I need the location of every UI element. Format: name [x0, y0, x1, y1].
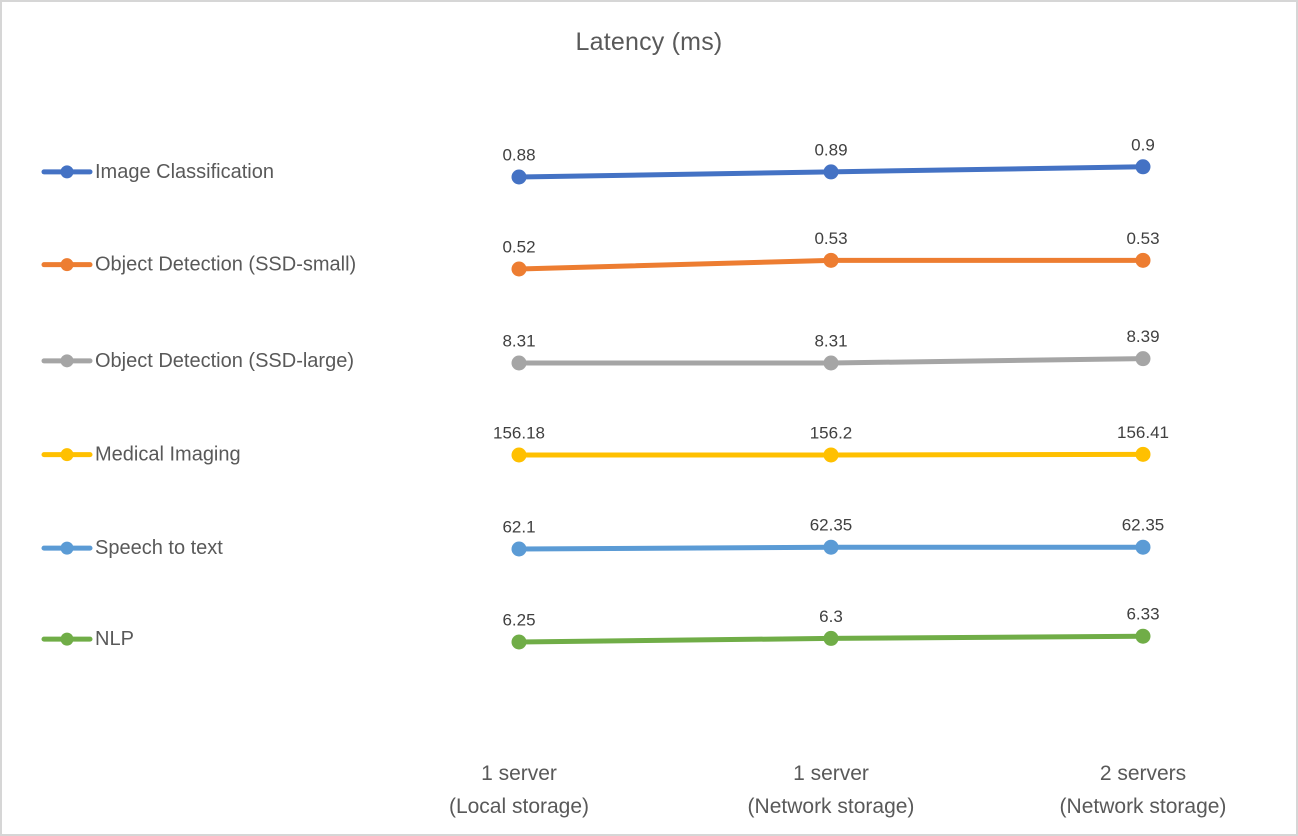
- data-point-marker: [823, 355, 839, 371]
- data-point-marker: [823, 539, 839, 555]
- legend-label: Speech to text: [95, 537, 223, 559]
- data-label: 156.2: [810, 423, 853, 442]
- legend-label: Image Classification: [95, 161, 274, 183]
- data-label: 6.3: [819, 607, 843, 626]
- legend-item-speech-to-text: Speech to text: [41, 537, 223, 559]
- x-axis-label: 1 server (Local storage): [449, 762, 589, 818]
- data-label: 62.1: [502, 518, 535, 537]
- series-object-detection-ssd-large: 8.31 8.31 8.39 Object Detection (SSD-large): [41, 327, 1160, 372]
- legend-marker-icon: [60, 448, 74, 462]
- legend-label: Object Detection (SSD-small): [95, 254, 356, 276]
- legend-label: Medical Imaging: [95, 444, 241, 466]
- series-speech-to-text: 62.1 62.35 62.35 Speech to text: [41, 516, 1165, 559]
- data-label: 0.88: [502, 146, 535, 165]
- data-label: 0.89: [814, 140, 847, 159]
- data-label: 0.53: [1126, 229, 1159, 248]
- data-point-marker: [1135, 159, 1151, 175]
- data-point-marker: [511, 541, 527, 557]
- data-label: 6.33: [1126, 605, 1159, 624]
- data-label: 0.9: [1131, 135, 1155, 154]
- legend-label: Object Detection (SSD-large): [95, 350, 354, 372]
- legend-item-medical-imaging: Medical Imaging: [41, 444, 241, 466]
- legend-marker-icon: [60, 541, 74, 555]
- series-nlp: 6.25 6.3 6.33 NLP: [41, 605, 1160, 650]
- chart-title: Latency (ms): [575, 28, 723, 56]
- legend-marker-icon: [60, 354, 74, 368]
- series-image-classification: 0.88 0.89 0.9 Image Classification: [41, 135, 1155, 185]
- series-object-detection-ssd-small: 0.52 0.53 0.53 Object Detection (SSD-small): [41, 229, 1160, 277]
- x-axis-label: 2 servers (Network storage): [1060, 762, 1227, 818]
- legend-item-image-classification: Image Classification: [41, 161, 274, 183]
- data-label: 156.41: [1117, 423, 1169, 442]
- legend-item-object-detection-ssd-large: Object Detection (SSD-large): [41, 350, 354, 372]
- data-label: 8.39: [1126, 327, 1159, 346]
- data-point-marker: [1135, 628, 1151, 644]
- data-label: 62.35: [1122, 516, 1165, 535]
- legend-marker-icon: [60, 165, 74, 179]
- x-axis-label: 1 server (Network storage): [748, 762, 915, 818]
- data-point-marker: [511, 634, 527, 650]
- legend-marker-icon: [60, 258, 74, 272]
- data-point-marker: [1135, 351, 1151, 367]
- data-label: 8.31: [814, 332, 847, 351]
- legend-label: NLP: [95, 628, 134, 650]
- data-point-marker: [511, 261, 527, 277]
- data-label: 62.35: [810, 516, 853, 535]
- data-point-marker: [511, 447, 527, 463]
- data-point-marker: [1135, 539, 1151, 555]
- legend-marker-icon: [60, 632, 74, 646]
- data-point-marker: [1135, 252, 1151, 268]
- legend-item-object-detection-ssd-small: Object Detection (SSD-small): [41, 254, 356, 276]
- data-label: 0.53: [814, 229, 847, 248]
- data-label: 8.31: [502, 332, 535, 351]
- legend-item-nlp: NLP: [41, 628, 134, 650]
- data-point-marker: [1135, 446, 1151, 462]
- data-point-marker: [823, 164, 839, 180]
- data-point-marker: [511, 355, 527, 371]
- data-label: 6.25: [502, 611, 535, 630]
- data-label: 156.18: [493, 424, 545, 443]
- data-point-marker: [511, 169, 527, 185]
- series-medical-imaging: 156.18 156.2 156.41 Medical Imaging: [41, 423, 1169, 466]
- data-point-marker: [823, 447, 839, 463]
- data-point-marker: [823, 630, 839, 646]
- data-point-marker: [823, 252, 839, 268]
- data-label: 0.52: [502, 238, 535, 257]
